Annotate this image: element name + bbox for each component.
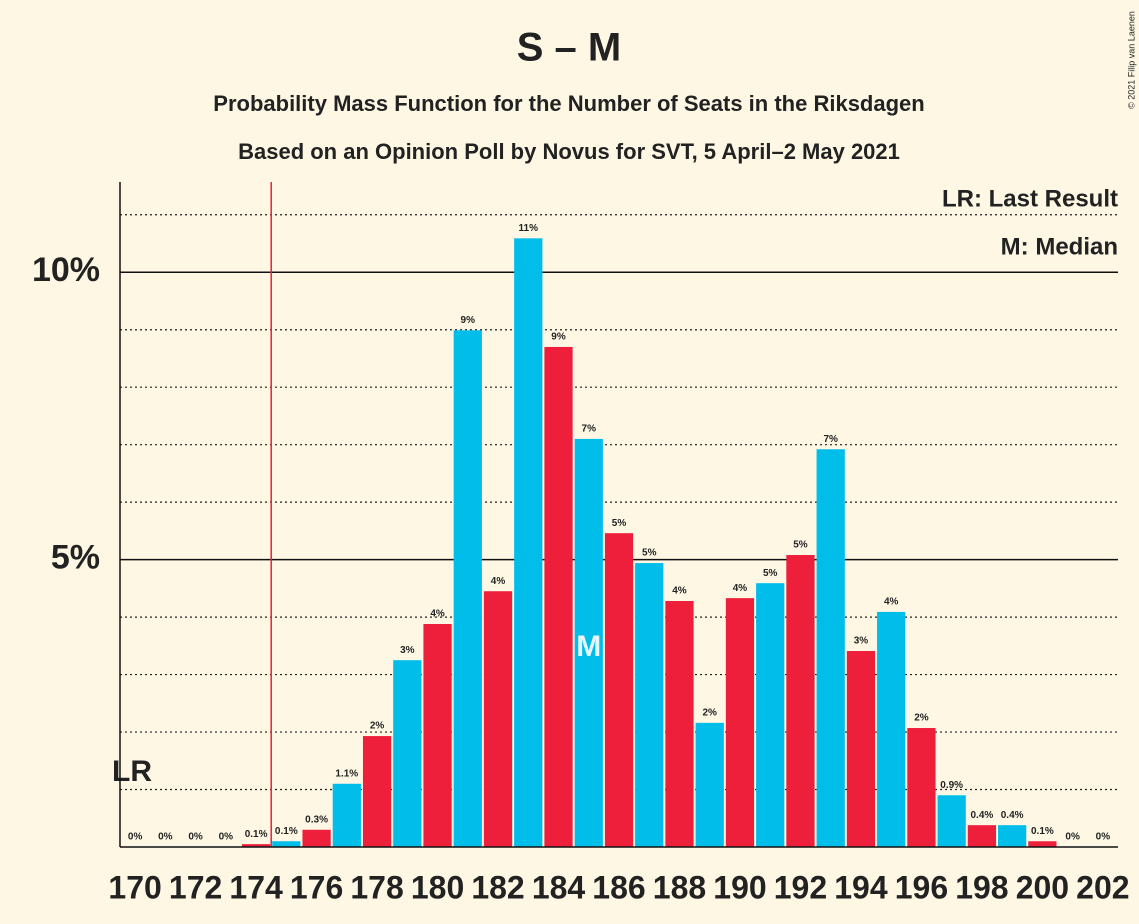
bar — [846, 651, 876, 847]
bar — [816, 449, 845, 847]
value-label: 5% — [763, 568, 778, 579]
chart-title: S – M — [517, 26, 621, 70]
legend-entry: LR: Last Result — [942, 185, 1118, 212]
x-tick-label: 198 — [955, 869, 1008, 905]
value-label: 0.4% — [971, 810, 994, 821]
bar — [544, 346, 573, 847]
value-label: 0% — [1096, 832, 1111, 843]
x-tick-label: 170 — [108, 869, 161, 905]
x-tick-label: 176 — [290, 869, 343, 905]
chart-subtitle: Probability Mass Function for the Number… — [213, 91, 924, 116]
value-label: 2% — [703, 707, 718, 718]
bar — [332, 783, 361, 847]
median-marker: M — [576, 630, 601, 663]
bar — [241, 844, 271, 847]
value-label: 0.4% — [1001, 810, 1024, 821]
x-tick-label: 174 — [229, 869, 283, 905]
value-label: 0% — [219, 832, 234, 843]
bar — [786, 555, 815, 847]
y-tick-label: 10% — [32, 251, 100, 289]
value-label: 0.3% — [305, 814, 328, 825]
bar — [483, 591, 513, 847]
x-tick-label: 182 — [471, 869, 524, 905]
value-label: 9% — [461, 315, 476, 326]
value-label: 7% — [582, 424, 597, 435]
x-tick-label: 172 — [169, 869, 222, 905]
x-tick-label: 196 — [895, 869, 948, 905]
bar — [272, 841, 301, 847]
bar — [302, 829, 331, 847]
bar — [393, 660, 422, 847]
last-result-marker: LR — [112, 755, 152, 788]
value-label: 0% — [1065, 832, 1080, 843]
value-label: 3% — [400, 645, 415, 656]
bar — [635, 563, 664, 847]
value-label: 0.1% — [1031, 826, 1054, 837]
bar — [907, 728, 936, 847]
bar — [967, 825, 997, 847]
x-tick-label: 194 — [834, 869, 888, 905]
y-tick-label: 5% — [51, 539, 100, 577]
value-label: 2% — [370, 721, 385, 732]
bar — [423, 623, 452, 847]
bar — [665, 601, 694, 847]
value-label: 3% — [854, 636, 869, 647]
value-label: 0% — [188, 832, 203, 843]
value-label: 7% — [823, 434, 838, 445]
value-label: 2% — [914, 713, 929, 724]
bar — [1028, 841, 1057, 847]
value-label: 0.1% — [245, 829, 268, 840]
bar — [574, 438, 603, 847]
x-tick-label: 202 — [1076, 869, 1129, 905]
x-tick-label: 186 — [592, 869, 645, 905]
value-label: 11% — [519, 223, 539, 234]
bar — [362, 736, 392, 847]
chart-subtitle: Based on an Opinion Poll by Novus for SV… — [238, 139, 900, 164]
value-label: 0.1% — [275, 826, 298, 837]
value-label: 5% — [793, 540, 808, 551]
bar — [695, 722, 724, 847]
value-label: 5% — [612, 518, 627, 529]
value-label: 0.9% — [940, 780, 963, 791]
bar — [756, 583, 785, 847]
x-tick-label: 188 — [653, 869, 706, 905]
bar — [725, 598, 755, 847]
bar — [998, 825, 1027, 847]
value-label: 1.1% — [335, 768, 358, 779]
x-tick-label: 180 — [411, 869, 464, 905]
legend-entry: M: Median — [1001, 233, 1118, 260]
x-tick-label: 192 — [774, 869, 827, 905]
value-label: 5% — [642, 548, 657, 559]
value-label: 4% — [672, 586, 687, 597]
value-label: 4% — [430, 609, 445, 620]
copyright: © 2021 Filip van Laenen — [1126, 11, 1136, 109]
bar — [877, 611, 906, 847]
bar — [937, 795, 966, 847]
value-label: 4% — [884, 597, 899, 608]
x-tick-label: 178 — [350, 869, 403, 905]
value-label: 4% — [491, 576, 506, 587]
value-label: 0% — [128, 832, 143, 843]
bar — [604, 533, 634, 847]
value-label: 0% — [158, 832, 173, 843]
value-label: 4% — [733, 583, 748, 594]
value-label: 9% — [551, 332, 566, 343]
x-tick-label: 190 — [713, 869, 766, 905]
bar — [514, 238, 543, 847]
x-tick-label: 200 — [1016, 869, 1069, 905]
bar — [453, 330, 482, 847]
x-tick-label: 184 — [532, 869, 586, 905]
